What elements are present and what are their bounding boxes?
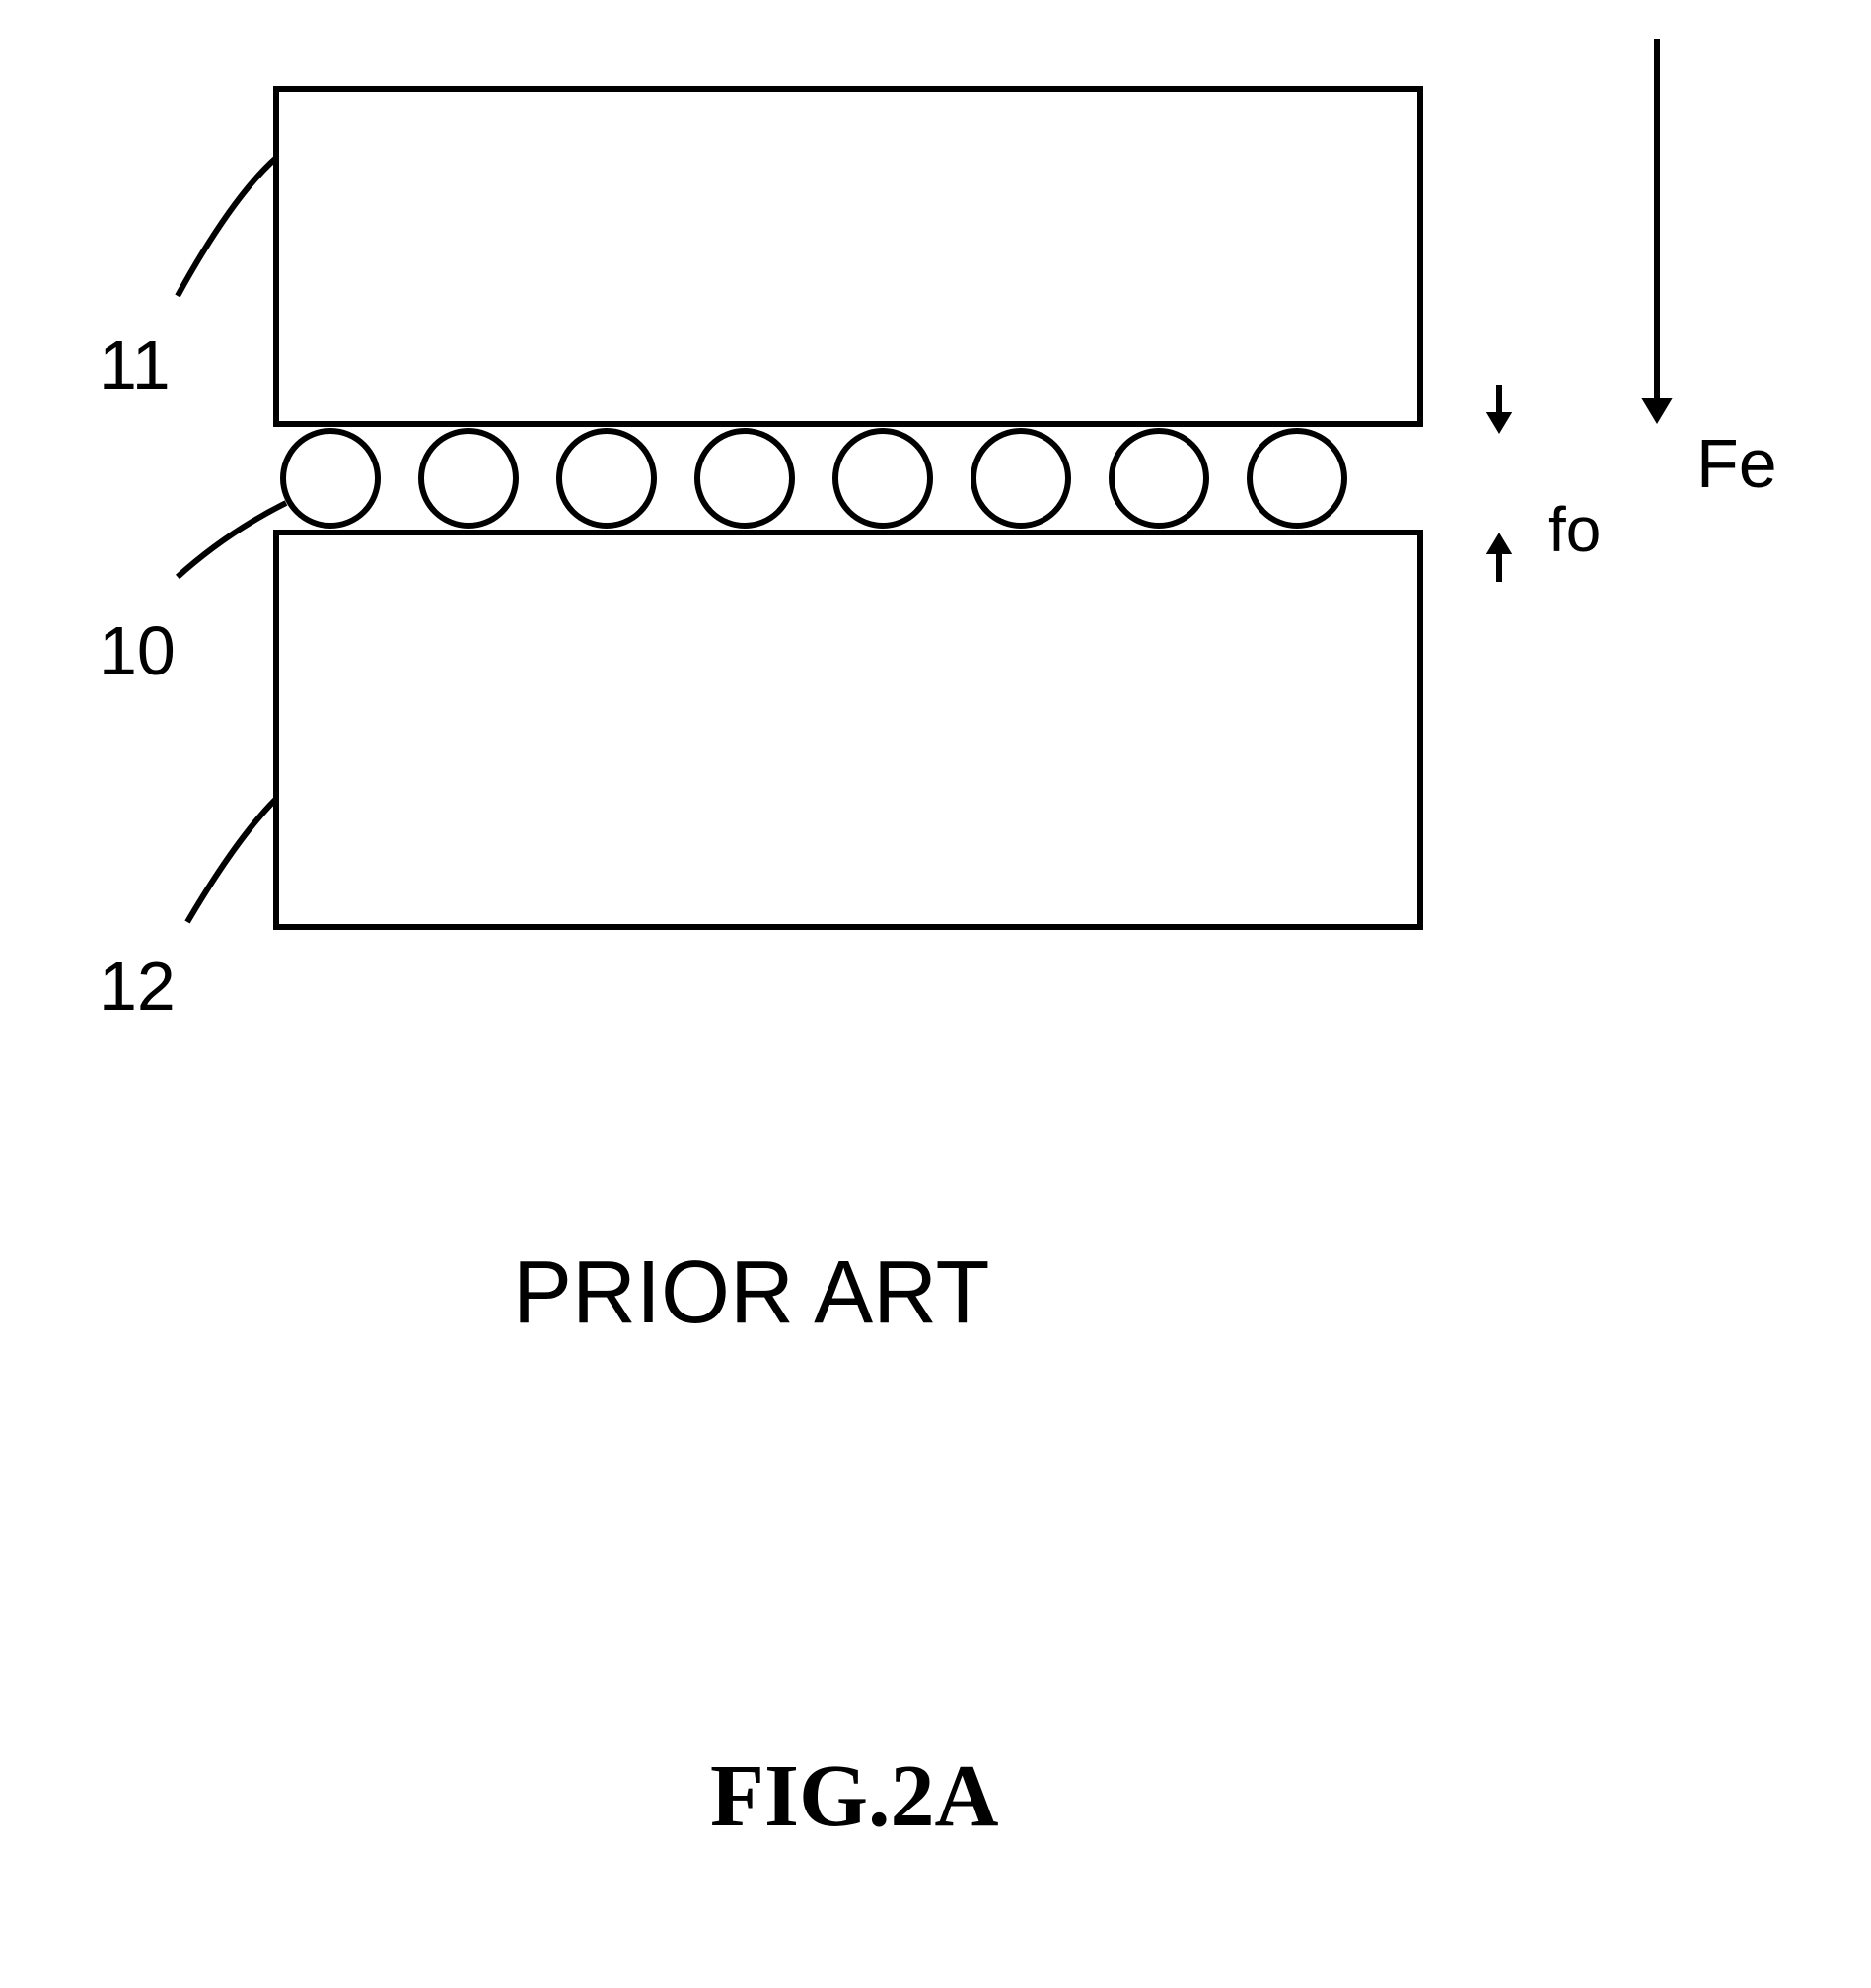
label-Fe: Fe [1696, 424, 1777, 503]
label-11: 11 [99, 325, 171, 404]
prior-art-diagram [0, 0, 1871, 1988]
label-10: 10 [99, 611, 176, 690]
label-12: 12 [99, 947, 176, 1026]
figure-caption: FIG.2A [710, 1745, 999, 1847]
label-prior-art: PRIOR ART [513, 1242, 989, 1344]
label-fo: fo [1548, 493, 1601, 566]
